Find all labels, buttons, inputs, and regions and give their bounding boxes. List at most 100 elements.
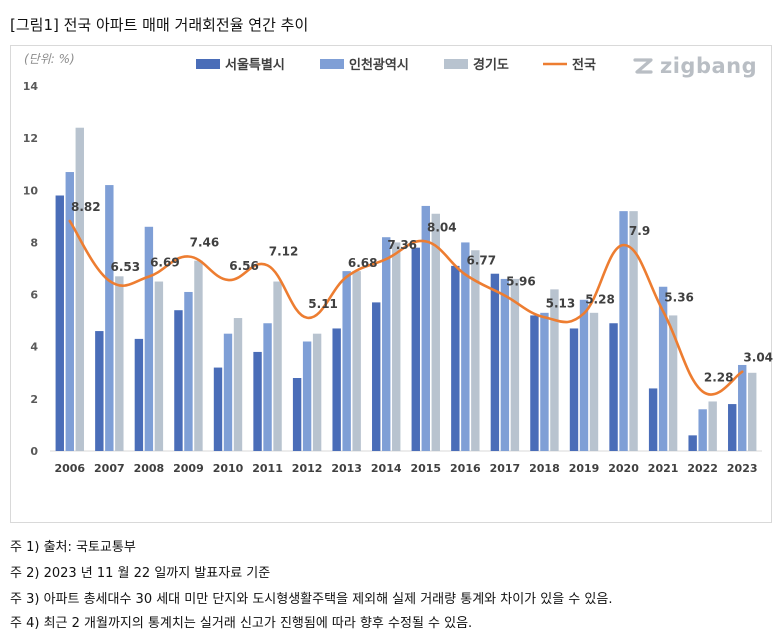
- bar-서울특별시-2014: [372, 302, 381, 451]
- bar-서울특별시-2019: [569, 328, 579, 451]
- data-label: 7.12: [269, 244, 299, 258]
- bar-경기도-2020: [629, 211, 638, 451]
- x-tick-label: 2023: [727, 462, 758, 475]
- figure-caption: [그림1] 전국 아파트 매매 거래회전율 연간 추이: [10, 16, 309, 34]
- x-tick-label: 2017: [490, 462, 521, 475]
- bar-경기도-2008: [154, 281, 164, 451]
- bar-경기도-2022: [708, 401, 717, 451]
- bar-인천광역시-2006: [65, 172, 74, 452]
- bar-경기도-2011: [273, 281, 282, 451]
- bar-경기도-2023: [748, 372, 757, 451]
- unit-label: (단위: %): [24, 52, 75, 66]
- data-label: 6.69: [150, 256, 180, 270]
- x-tick-label: 2011: [252, 462, 283, 475]
- bar-서울특별시-2020: [609, 323, 618, 451]
- bar-경기도-2018: [550, 289, 559, 451]
- legend-swatch: [320, 59, 344, 69]
- y-tick-label: 0: [30, 445, 38, 458]
- data-label: 7.46: [190, 236, 220, 250]
- bar-서울특별시-2006: [55, 195, 64, 451]
- bar-인천광역시-2011: [263, 323, 272, 451]
- bar-인천광역시-2008: [144, 226, 154, 451]
- bar-서울특별시-2010: [213, 367, 223, 451]
- legend-label: 경기도: [473, 57, 509, 73]
- bar-경기도-2013: [352, 271, 361, 451]
- data-label: 5.36: [664, 290, 694, 304]
- bar-서울특별시-2022: [688, 435, 697, 451]
- legend-swatch: [444, 59, 468, 69]
- bar-경기도-2012: [312, 333, 322, 451]
- y-tick-label: 2: [30, 393, 38, 406]
- brand-logo-text: zigbang: [660, 54, 758, 78]
- x-tick-label: 2015: [410, 462, 441, 475]
- bar-서울특별시-2007: [95, 331, 104, 451]
- bar-인천광역시-2016: [461, 242, 470, 451]
- x-tick-label: 2006: [54, 462, 85, 475]
- bar-인천광역시-2019: [579, 299, 589, 451]
- bar-인천광역시-2015: [421, 205, 430, 451]
- x-tick-label: 2009: [173, 462, 204, 475]
- data-label: 8.04: [427, 220, 457, 234]
- y-tick-label: 14: [23, 80, 39, 93]
- bar-경기도-2021: [668, 315, 678, 451]
- bar-서울특별시-2023: [728, 404, 737, 451]
- bar-인천광역시-2023: [738, 364, 747, 451]
- footnote-2: 주 2) 2023 년 11 월 22 일까지 발표자료 기준: [10, 566, 271, 581]
- x-tick-label: 2018: [529, 462, 560, 475]
- bar-서울특별시-2013: [332, 328, 341, 451]
- x-tick-label: 2019: [569, 462, 600, 475]
- data-label: 6.68: [348, 256, 378, 270]
- legend-swatch: [196, 59, 220, 69]
- bar-서울특별시-2016: [451, 265, 460, 451]
- data-label: 2.28: [704, 371, 734, 385]
- bar-인천광역시-2012: [302, 341, 312, 451]
- data-label: 5.96: [506, 275, 536, 289]
- bar-서울특별시-2008: [134, 338, 144, 451]
- bar-서울특별시-2021: [648, 388, 658, 451]
- x-tick-label: 2021: [648, 462, 679, 475]
- bar-경기도-2010: [233, 318, 243, 451]
- zigbang-logo-icon: [633, 58, 653, 74]
- x-tick-label: 2012: [292, 462, 323, 475]
- data-label: 6.53: [111, 260, 141, 274]
- data-label: 7.36: [387, 238, 417, 252]
- bar-인천광역시-2017: [500, 278, 510, 451]
- y-tick-label: 10: [23, 184, 39, 197]
- bar-인천광역시-2009: [184, 291, 193, 451]
- bar-인천광역시-2010: [223, 333, 233, 451]
- bar-인천광역시-2013: [342, 271, 351, 451]
- x-tick-label: 2022: [687, 462, 718, 475]
- data-label: 5.11: [308, 297, 338, 311]
- bar-서울특별시-2015: [411, 247, 420, 451]
- x-tick-label: 2014: [371, 462, 402, 475]
- y-tick-label: 8: [30, 236, 38, 249]
- bar-경기도-2009: [194, 260, 203, 451]
- bar-서울특별시-2011: [253, 351, 262, 451]
- data-label: 8.82: [71, 200, 101, 214]
- y-tick-label: 4: [30, 341, 38, 354]
- x-tick-label: 2013: [331, 462, 362, 475]
- line-전국: [68, 219, 744, 396]
- bar-인천광역시-2020: [619, 211, 628, 451]
- bar-인천광역시-2021: [658, 286, 668, 451]
- bar-경기도-2017: [510, 278, 520, 451]
- footnote-4: 주 4) 최근 2 개월까지의 통계치는 실거래 신고가 진행됨에 따라 향후 …: [10, 616, 473, 631]
- x-tick-label: 2008: [134, 462, 165, 475]
- bar-경기도-2019: [589, 312, 599, 451]
- legend-label: 인천광역시: [349, 57, 409, 73]
- footnote-1: 주 1) 출처: 국토교통부: [10, 540, 136, 555]
- x-tick-label: 2016: [450, 462, 481, 475]
- data-label: 5.28: [585, 292, 615, 306]
- chart-frame: [10, 45, 772, 523]
- bar-서울특별시-2012: [292, 378, 302, 451]
- bar-인천광역시-2018: [540, 312, 549, 451]
- bar-서울특별시-2009: [174, 310, 183, 451]
- bar-경기도-2014: [392, 242, 401, 451]
- bar-경기도-2015: [431, 213, 440, 451]
- legend-label: 서울특별시: [225, 57, 285, 73]
- bar-서울특별시-2018: [530, 315, 539, 451]
- bar-인천광역시-2007: [105, 185, 114, 452]
- data-label: 6.77: [467, 253, 497, 267]
- data-label: 7.9: [629, 224, 650, 238]
